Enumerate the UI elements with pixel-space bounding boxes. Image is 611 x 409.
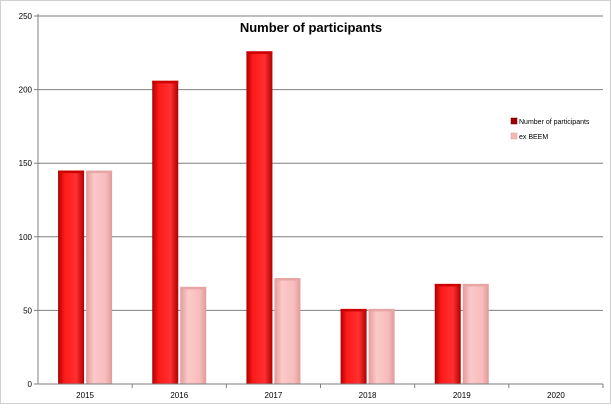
tick-labels: 0 50 100 150 200 250 2015 2016 2017 2018 2019 2020 [19, 12, 566, 400]
y-tick-label: 100 [19, 233, 33, 242]
legend-label-participants: Number of participants [519, 119, 590, 126]
x-tick-label: 2016 [170, 391, 188, 400]
bar-top-edge [274, 278, 301, 281]
legend-swatch-ex-beem [510, 132, 518, 140]
y-tick-label: 150 [19, 159, 33, 168]
bar-top-edge [434, 283, 461, 287]
y-tick-label: 250 [19, 12, 33, 21]
y-tick-label: 0 [28, 380, 33, 389]
bar-ex-beem-2016 [180, 286, 207, 384]
y-tick-label: 200 [19, 86, 33, 95]
x-tick-label: 2019 [453, 391, 471, 400]
y-tick-label: 50 [23, 306, 32, 315]
bar-top-edge [246, 51, 273, 54]
bar-participants-2017 [246, 51, 273, 384]
x-tick-label: 2015 [76, 391, 94, 400]
bar-ex-beem-2019 [462, 283, 489, 384]
x-tick-label: 2020 [547, 391, 565, 400]
bar-ex-beem-2015 [86, 170, 113, 384]
bar-top-edge [58, 170, 85, 174]
bars [58, 51, 489, 384]
bar-top-edge [368, 308, 395, 312]
bar-ex-beem-2017 [274, 278, 301, 384]
bar-top-edge [86, 170, 113, 174]
x-tick-label: 2018 [359, 391, 377, 400]
gridlines [38, 15, 603, 311]
legend: Number of participants ex BEEM [510, 117, 590, 141]
bar-participants-2016 [152, 80, 179, 384]
bar-top-edge [462, 283, 489, 287]
bar-participants-2015 [58, 170, 85, 384]
bar-ex-beem-2018 [368, 308, 395, 384]
legend-swatch-participants [510, 117, 518, 125]
bar-top-edge [152, 80, 179, 84]
chart-title: Number of participants [240, 20, 382, 35]
legend-label-ex-beem: ex BEEM [519, 134, 548, 141]
x-tick-label: 2017 [265, 391, 283, 400]
bar-top-edge [340, 308, 367, 312]
axes [34, 14, 604, 388]
bar-top-edge [180, 286, 207, 290]
bar-participants-2019 [434, 283, 461, 384]
bar-participants-2018 [340, 308, 367, 384]
